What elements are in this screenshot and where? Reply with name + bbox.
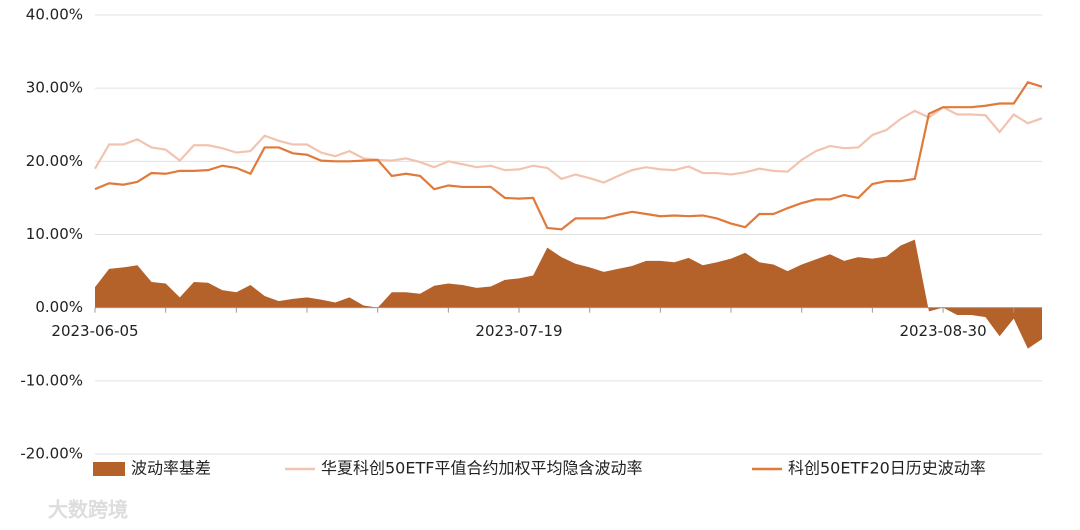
- area: [95, 239, 1042, 349]
- legend-label: 波动率基差: [131, 459, 211, 478]
- x-tick-label: 2023-08-30: [899, 322, 986, 340]
- line: [94, 81, 1043, 231]
- y-tick-label: 10.00%: [26, 225, 83, 243]
- y-tick-label: 40.00%: [26, 6, 83, 24]
- x-tick-label: 2023-07-19: [475, 322, 562, 340]
- legend-label: 科创50ETF20日历史波动率: [788, 459, 986, 478]
- x-tick-label: 2023-06-05: [51, 322, 138, 340]
- watermark: 大数跨境: [48, 498, 128, 522]
- y-tick-label: 30.00%: [26, 79, 83, 97]
- y-tick-label: -10.00%: [20, 371, 83, 389]
- y-tick-label: -20.00%: [20, 445, 83, 463]
- y-tick-label: 20.00%: [26, 152, 83, 170]
- legend-label: 华夏科创50ETF平值合约加权平均隐含波动率: [321, 459, 642, 478]
- y-tick-label: 0.00%: [35, 298, 83, 316]
- line: [94, 105, 1043, 184]
- legend-swatch: [93, 462, 125, 476]
